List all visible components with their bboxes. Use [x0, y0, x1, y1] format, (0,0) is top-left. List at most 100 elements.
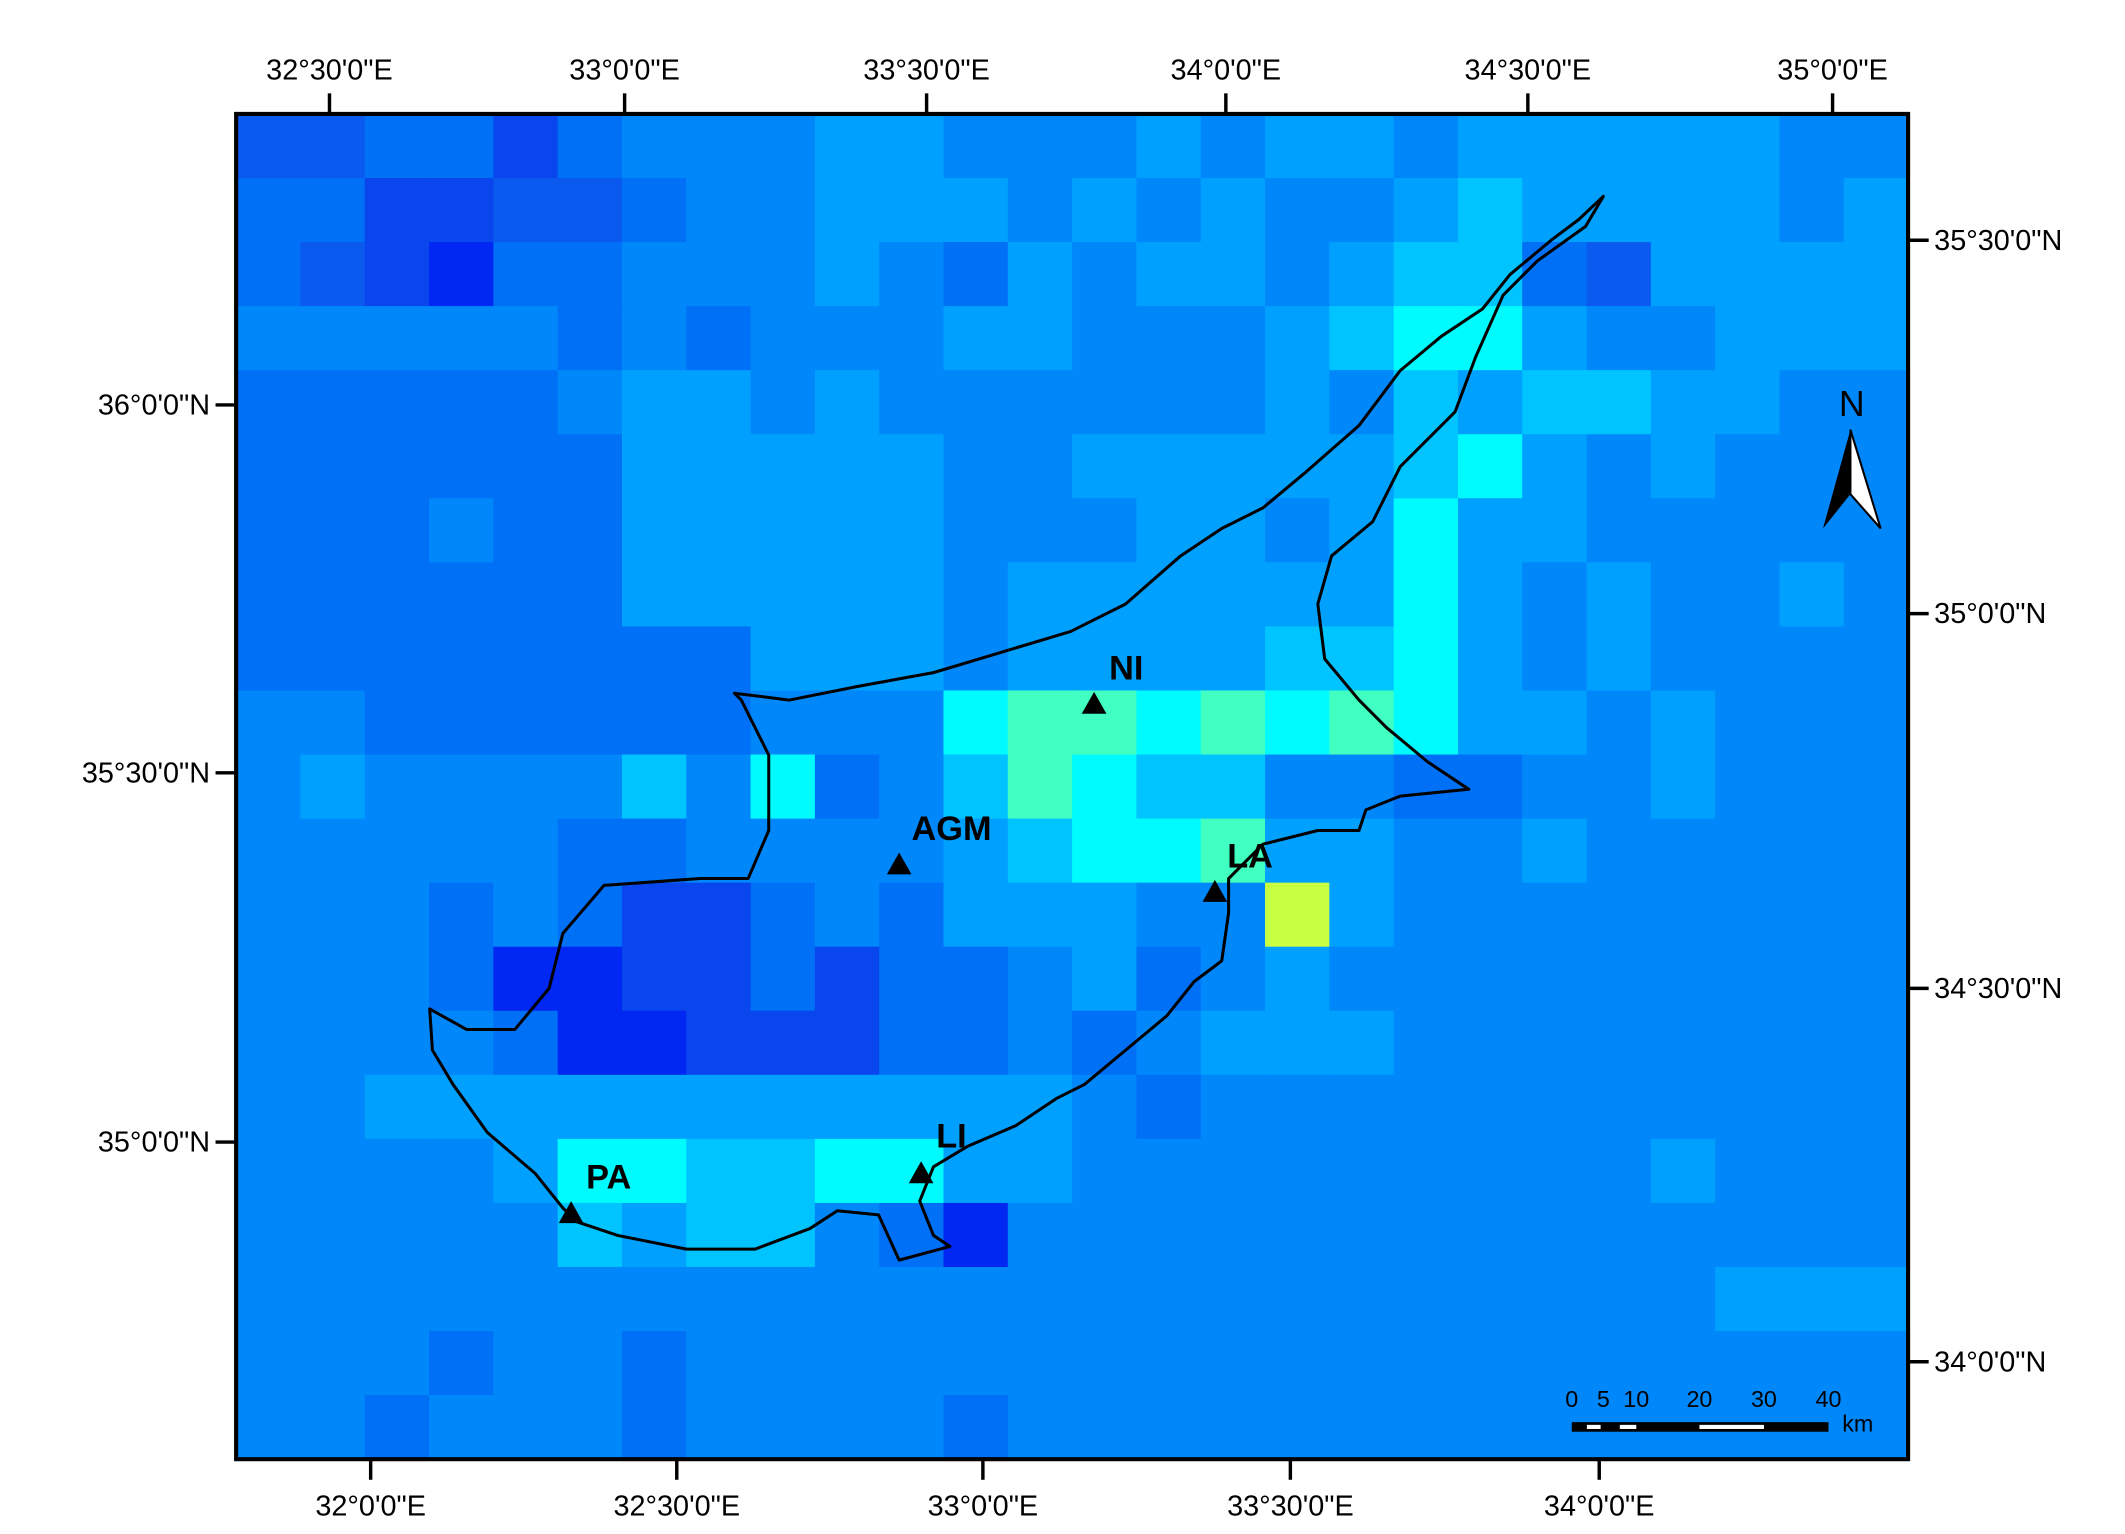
- raster-cell: [1843, 690, 1909, 756]
- raster-cell: [300, 1267, 366, 1332]
- raster-cell: [364, 1395, 430, 1461]
- raster-cell: [686, 818, 752, 884]
- raster-cell: [429, 370, 495, 436]
- raster-cell: [879, 1074, 945, 1140]
- raster-cell: [1072, 306, 1138, 371]
- raster-cell: [1136, 306, 1202, 371]
- station-marker: [1081, 691, 1107, 714]
- raster-cell: [879, 1331, 945, 1396]
- raster-cell: [1457, 498, 1524, 564]
- raster-cell: [1329, 818, 1395, 884]
- raster-cell: [1329, 1202, 1395, 1268]
- raster-cell: [1650, 1010, 1716, 1076]
- raster-cell: [557, 562, 623, 628]
- bottom-tick-label: 33°30'0"E: [1227, 1490, 1354, 1522]
- raster-cell: [1329, 1138, 1395, 1204]
- raster-cell: [1650, 562, 1716, 628]
- raster-cell: [1072, 562, 1138, 628]
- raster-cell: [1650, 1074, 1716, 1140]
- raster-cell: [1779, 1010, 1845, 1076]
- scale-unit: km: [1842, 1411, 1873, 1437]
- raster-cell: [1779, 754, 1845, 820]
- raster-cell: [1200, 434, 1266, 500]
- raster-cell: [1843, 754, 1909, 820]
- raster-cell: [300, 1202, 366, 1268]
- raster-cell: [1457, 754, 1524, 820]
- raster-cell: [621, 690, 688, 756]
- right-tick-label: 35°30'0"N: [1934, 225, 2062, 257]
- raster-cell: [686, 1010, 752, 1076]
- raster-cell: [493, 306, 559, 371]
- raster-cell: [493, 754, 559, 820]
- raster-cell: [1007, 1331, 1073, 1396]
- raster-cell: [1650, 1267, 1716, 1332]
- raster-cell: [1843, 1267, 1909, 1332]
- raster-cell: [236, 113, 302, 179]
- raster-cell: [1329, 1074, 1395, 1140]
- raster-cell: [1843, 1138, 1909, 1204]
- raster-cell: [1007, 242, 1073, 307]
- raster-cell: [493, 498, 559, 564]
- raster-cell: [1007, 818, 1073, 884]
- raster-cell: [1522, 498, 1588, 564]
- raster-cell: [1650, 882, 1716, 948]
- station-label: LI: [936, 1118, 966, 1156]
- raster-cell: [1329, 370, 1395, 436]
- raster-cell: [1586, 370, 1652, 436]
- raster-cell: [1457, 626, 1524, 692]
- raster-cell: [750, 1267, 816, 1332]
- raster-cell: [557, 754, 623, 820]
- raster-cell: [1200, 1074, 1266, 1140]
- raster-cell: [300, 1010, 366, 1076]
- raster-cell: [814, 626, 881, 692]
- raster-cell: [943, 1010, 1009, 1076]
- raster-cell: [1265, 1395, 1331, 1461]
- raster-cell: [1393, 626, 1459, 692]
- top-tick-label: 34°0'0"E: [1171, 55, 1282, 87]
- raster-cell: [879, 306, 945, 371]
- raster-cell: [621, 1331, 688, 1396]
- raster-cell: [1393, 306, 1459, 371]
- raster-cell: [1072, 242, 1138, 307]
- raster-cell: [686, 1074, 752, 1140]
- raster-cell: [1136, 1010, 1202, 1076]
- raster-cell: [557, 1138, 623, 1204]
- raster-cell: [364, 498, 430, 564]
- raster-cell: [1265, 370, 1331, 436]
- raster-cell: [557, 113, 623, 179]
- raster-cell: [1779, 562, 1845, 628]
- raster-cell: [1457, 946, 1524, 1012]
- raster-cell: [1650, 1331, 1716, 1396]
- raster-cell: [1007, 1010, 1073, 1076]
- raster-cell: [1393, 690, 1459, 756]
- raster-cell: [364, 1010, 430, 1076]
- raster-cell: [1586, 946, 1652, 1012]
- raster-cell: [1072, 113, 1138, 179]
- raster-cell: [236, 754, 302, 820]
- raster-cell: [879, 1010, 945, 1076]
- raster-cell: [1329, 946, 1395, 1012]
- raster-cell: [1522, 1267, 1588, 1332]
- raster-cell: [1329, 626, 1395, 692]
- raster-cell: [879, 177, 945, 243]
- raster-cell: [1393, 946, 1459, 1012]
- raster-cell: [236, 1202, 302, 1268]
- station-marker: [558, 1201, 584, 1224]
- raster-cell: [300, 177, 366, 243]
- raster-cell: [686, 562, 752, 628]
- raster-cell: [1007, 498, 1073, 564]
- raster-cell: [814, 1010, 881, 1076]
- raster-cell: [1200, 1331, 1266, 1396]
- raster-cell: [493, 1202, 559, 1268]
- raster-cell: [1715, 498, 1781, 564]
- raster-cell: [1779, 370, 1845, 436]
- raster-cell: [429, 242, 495, 307]
- raster-cell: [1200, 113, 1266, 179]
- raster-cell: [621, 754, 688, 820]
- raster-cell: [1136, 498, 1202, 564]
- raster-cell: [879, 1138, 945, 1204]
- raster-cell: [621, 1202, 688, 1268]
- raster-cell: [236, 690, 302, 756]
- scale-label: 10: [1623, 1386, 1649, 1412]
- raster-cell: [1843, 1202, 1909, 1268]
